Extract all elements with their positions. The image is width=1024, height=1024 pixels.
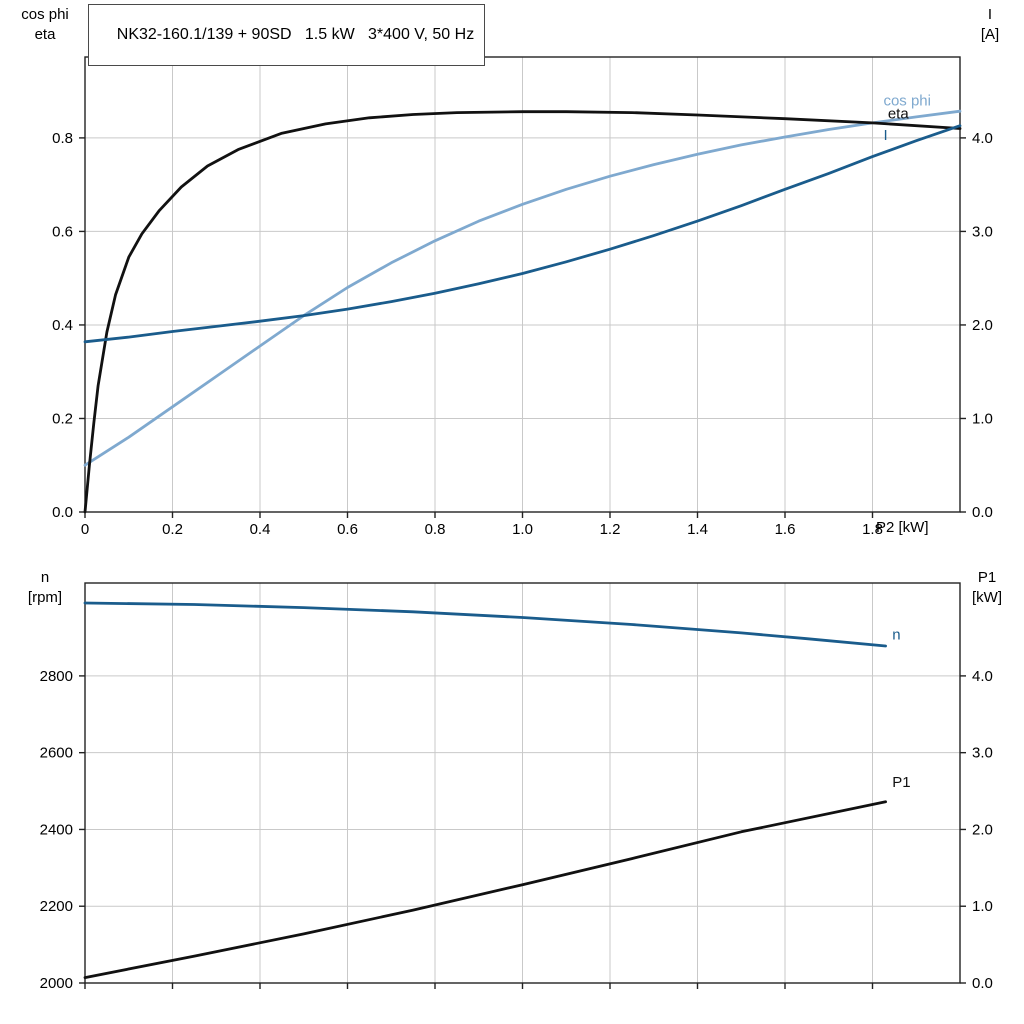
x-tick-label: 0.6	[337, 521, 358, 538]
y-right-tick-label: 4.0	[972, 130, 993, 147]
power-axis-title-line2: [kW]	[972, 589, 1002, 606]
y-left-tick-label: 0.6	[52, 223, 73, 240]
x-tick-label: 1.0	[512, 521, 533, 538]
y-right-tick-label: 2.0	[972, 317, 993, 334]
series-line-i	[83, 124, 962, 344]
y-left-tick-label: 2000	[40, 975, 73, 992]
top-right-axis-title: I [A]	[962, 5, 1018, 45]
series-line-n	[83, 601, 887, 648]
y-left-tick-label: 0.8	[52, 130, 73, 147]
right-axis-title-line1: I	[987, 6, 993, 23]
y-left-tick-label: 2400	[40, 821, 73, 838]
x-tick-label: 0.2	[162, 521, 183, 538]
y-right-tick-label: 3.0	[972, 223, 993, 240]
x-tick-label: 1.8	[862, 521, 883, 538]
y-left-tick-label: 2200	[40, 898, 73, 915]
y-right-tick-label: 3.0	[972, 745, 993, 762]
y-left-tick-label: 0.2	[52, 410, 73, 427]
left-axis-title-line2: eta	[34, 26, 56, 43]
y-left-tick-label: 2600	[40, 745, 73, 762]
y-right-tick-label: 2.0	[972, 821, 993, 838]
x-tick-label: 1.6	[775, 521, 796, 538]
y-right-tick-label: 1.0	[972, 898, 993, 915]
y-right-tick-label: 0.0	[972, 504, 993, 521]
series-label-eta: eta	[888, 106, 910, 123]
speed-axis-title-line2: [rpm]	[27, 589, 63, 606]
x-tick-label: 0.8	[425, 521, 446, 538]
y-right-tick-label: 0.0	[972, 975, 993, 992]
series-label-p1: P1	[892, 774, 910, 791]
bottom-left-axis-title: n [rpm]	[6, 568, 84, 608]
y-left-tick-label: 0.0	[52, 504, 73, 521]
series-label-n: n	[892, 626, 900, 643]
series-line-cos-phi	[83, 109, 962, 467]
right-axis-title-line2: [A]	[980, 26, 1000, 43]
x-tick-label: 1.2	[600, 521, 621, 538]
x-axis-title-text: P2 [kW]	[876, 519, 929, 536]
x-tick-label: 0	[81, 521, 89, 538]
top-left-axis-title: cos phi eta	[6, 5, 84, 45]
series-label-cos-phi: cos phi	[883, 92, 931, 109]
bottom-right-axis-title: P1 [kW]	[956, 568, 1018, 608]
chart-title: NK32-160.1/139 + 90SD 1.5 kW 3*400 V, 50…	[116, 26, 475, 43]
speed-axis-title-line1: n	[40, 569, 50, 586]
series-line-p1	[83, 800, 887, 979]
series-label-i: I	[883, 127, 887, 144]
x-tick-label: 1.4	[687, 521, 708, 538]
x-axis-title: P2 [kW]	[876, 519, 929, 536]
y-right-tick-label: 4.0	[972, 668, 993, 685]
y-right-tick-label: 1.0	[972, 410, 993, 427]
chart-title-box: NK32-160.1/139 + 90SD 1.5 kW 3*400 V, 50…	[88, 4, 486, 66]
power-axis-title-line1: P1	[977, 569, 997, 586]
y-left-tick-label: 2800	[40, 668, 73, 685]
x-tick-label: 0.4	[250, 521, 271, 538]
left-axis-title-line1: cos phi	[21, 6, 69, 23]
y-left-tick-label: 0.4	[52, 317, 73, 334]
